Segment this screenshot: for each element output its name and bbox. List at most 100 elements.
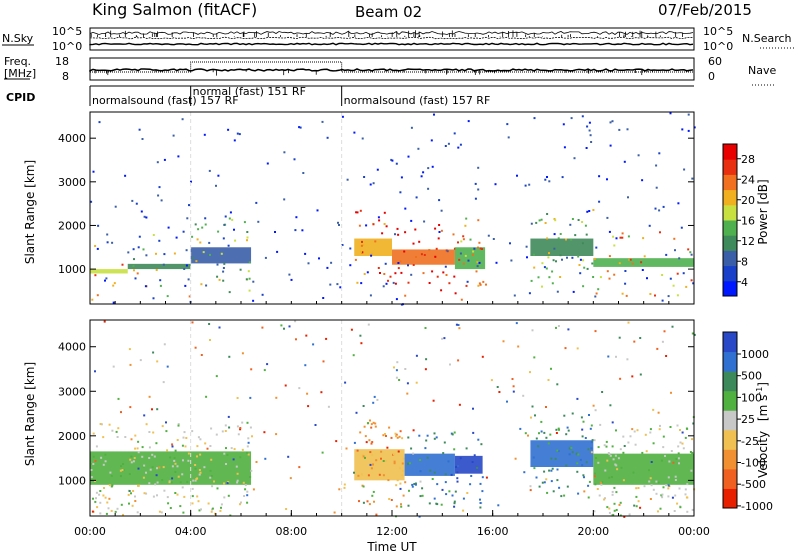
scatter-pixel [161,425,164,428]
echo-pixel [199,471,202,474]
echo-pixel [655,492,658,495]
echo-pixel [686,483,689,486]
y-tick-label: 2000 [58,219,86,232]
echo-pixel [567,429,570,432]
echo-pixel [191,235,194,238]
echo-pixel [91,462,93,465]
echo-pixel [399,260,402,263]
scatter-pixel [229,211,232,214]
scatter-pixel [441,337,444,340]
echo-pixel [114,510,117,513]
echo-pixel [627,441,630,444]
scatter-pixel [655,164,658,167]
echo-pixel [535,221,538,224]
echo-pixel [676,502,679,505]
echo-pixel [198,473,201,476]
scatter-pixel [376,168,379,171]
echo-pixel [636,429,639,432]
scatter-pixel [341,115,344,118]
scatter-pixel [236,397,239,399]
echo-pixel [431,270,434,273]
echo-pixel [109,471,112,474]
scatter-pixel [367,323,370,326]
scatter-pixel [556,468,559,471]
scatter-pixel [637,154,640,157]
scatter-pixel [365,224,368,227]
scatter-pixel [151,408,153,411]
echo-pixel [577,219,580,221]
echo-pixel [535,476,538,479]
scatter-pixel [162,263,165,266]
echo-pixel [220,503,223,506]
scatter-pixel [453,132,456,135]
scatter-pixel [129,406,132,409]
scatter-pixel [631,428,634,431]
colorbar-tick-label: -500 [741,478,766,491]
echo-pixel [652,488,655,491]
echo-pixel [241,421,244,424]
echo-pixel [378,473,381,476]
echo-pixel [166,295,169,298]
scatter-pixel [263,369,266,372]
echo-pixel [148,457,151,459]
echo-pixel [462,262,465,265]
svg-text:Velocity [m s-1]: Velocity [m s-1] [755,382,770,478]
scatter-pixel [613,502,616,505]
echo-pixel [652,442,655,445]
echo-pixel [177,424,180,427]
scatter-pixel [352,354,355,357]
echo-pixel [407,281,410,284]
scatter-pixel [598,200,601,203]
echo-pixel [674,475,677,478]
colorbar-swatch [723,159,737,175]
scatter-pixel [131,199,134,202]
scatter-pixel [329,283,332,286]
echo-pixel [550,457,553,460]
colorbar-swatch [723,390,737,411]
scatter-pixel [395,162,398,165]
echo-pixel [134,447,137,450]
scatter-pixel [335,440,338,443]
scatter-pixel [506,123,509,126]
echo-pixel [242,481,245,484]
echo-pixel [121,469,124,471]
echo-pixel [472,431,475,434]
echo-pixel [210,510,213,513]
scatter-pixel [618,128,621,131]
echo-pixel [103,487,105,489]
echo-pixel [594,483,597,486]
echo-pixel [585,233,588,236]
scatter-pixel [674,249,676,252]
scatter-pixel [588,121,591,124]
y-tick-label: 4000 [58,341,86,354]
echo-pixel [471,253,474,256]
echo-pixel [582,420,585,423]
echo-pixel [377,267,380,269]
scatter-pixel [444,473,447,476]
echo-pixel [635,487,638,490]
scatter-pixel [367,422,370,425]
echo-pixel [581,242,584,245]
power-y-label: Slant Range [km] [23,160,37,264]
scatter-pixel [306,392,309,395]
echo-pixel [593,472,596,475]
echo-pixel [599,276,602,279]
echo-pixel [589,427,592,430]
scatter-pixel [322,297,325,299]
colorbar-swatch [723,468,737,489]
echo-pixel [240,501,242,504]
echo-pixel [361,484,364,487]
cpid-label: normalsound (fast) 157 RF [344,94,491,107]
y-tick-label: 1000 [58,474,86,487]
scatter-pixel [152,297,155,300]
vel-cb-label-2: [m s [756,395,770,421]
scatter-pixel [127,251,130,254]
echo-pixel [95,491,98,494]
scatter-pixel [498,391,501,393]
scatter-pixel [595,246,598,249]
echo-pixel [99,512,102,515]
echo-pixel [615,509,618,511]
scatter-pixel [105,277,108,280]
scatter-pixel [626,128,629,131]
